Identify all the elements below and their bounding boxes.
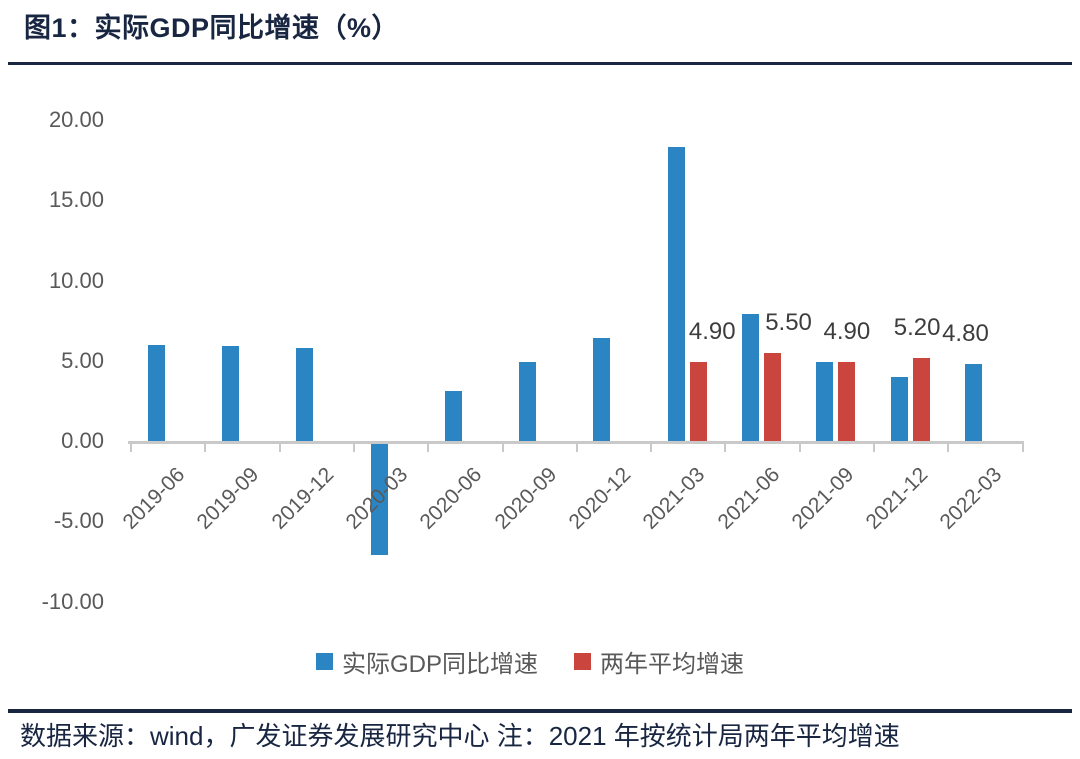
y-axis-label: 20.00 — [48, 107, 104, 132]
x-axis-line — [128, 441, 1024, 444]
x-label-2019-09: 2019-09 — [192, 463, 264, 534]
bar-gdp-2021-09 — [816, 362, 834, 441]
legend-swatch-avg — [574, 653, 592, 670]
axis-tick — [130, 444, 132, 452]
x-label-2019-06: 2019-06 — [118, 463, 190, 534]
x-label-2021-06: 2021-06 — [713, 463, 784, 534]
legend-label-gdp: 实际GDP同比增速 — [342, 651, 539, 678]
axis-tick — [278, 444, 281, 452]
axis-tick — [873, 444, 875, 452]
bar-gdp-2021-03 — [667, 147, 685, 441]
bar-gdp-2019-09 — [221, 346, 239, 441]
legend-label-avg: 两年平均增速 — [600, 651, 745, 678]
bar-gdp-2020-09 — [519, 362, 537, 441]
axis-tick — [204, 444, 207, 452]
bar-gdp-2021-06 — [742, 314, 760, 441]
bar-value-label: 4.90 — [688, 318, 736, 346]
x-label-2019-12: 2019-12 — [267, 463, 339, 534]
legend-swatch-gdp — [316, 653, 333, 670]
y-axis-label: -10.00 — [41, 588, 104, 614]
bar-value-label: 5.20 — [893, 313, 941, 341]
axis-tick — [352, 444, 355, 452]
axis-tick — [947, 444, 950, 452]
axis-tick — [798, 444, 801, 452]
bar-value-label: 4.80 — [942, 319, 989, 347]
bar-avg-2021-09 — [838, 362, 856, 441]
bar-avg-2021-06 — [764, 352, 782, 441]
source-note: 数据来源：wind，广发证券发展研究中心 注：2021 年按统计局两年平均增速 — [20, 721, 900, 751]
bar-gdp-2021-12 — [890, 376, 908, 441]
axis-tick — [1021, 444, 1024, 452]
x-label-2021-12: 2021-12 — [861, 463, 933, 534]
bar-gdp-2022-03 — [964, 363, 982, 441]
legend-item-avg: 两年平均增速 — [574, 644, 744, 679]
chart-legend: 实际GDP同比增速 两年平均增速 — [316, 644, 744, 679]
x-label-2020-09: 2020-09 — [490, 463, 561, 534]
axis-tick — [724, 444, 727, 452]
axis-tick — [575, 444, 578, 452]
title-divider — [8, 62, 1072, 65]
y-axis-label: 5.00 — [61, 347, 104, 373]
x-label-2021-09: 2021-09 — [787, 463, 859, 534]
bar-gdp-2019-12 — [296, 347, 314, 441]
y-axis-label: 10.00 — [48, 267, 104, 293]
bar-avg-2021-12 — [912, 357, 930, 441]
bar-value-label: 5.50 — [765, 308, 812, 336]
axis-tick — [427, 444, 430, 452]
bar-avg-2021-03 — [689, 362, 707, 441]
footer-divider — [8, 709, 1072, 713]
axis-tick — [501, 444, 504, 452]
y-axis-label: -5.00 — [53, 508, 104, 534]
bar-gdp-2020-03 — [370, 444, 388, 555]
x-label-2020-06: 2020-06 — [415, 463, 487, 534]
y-axis-label: 0.00 — [61, 428, 104, 453]
figure-title: 图1：实际GDP同比增速（%） — [24, 13, 400, 43]
x-label-2022-03: 2022-03 — [935, 463, 1007, 534]
x-label-2020-12: 2020-12 — [564, 463, 636, 534]
x-label-2021-03: 2021-03 — [638, 463, 710, 534]
bar-gdp-2020-12 — [593, 338, 611, 441]
bar-gdp-2019-06 — [147, 344, 165, 441]
bar-gdp-2020-06 — [444, 391, 462, 441]
y-axis-label: 15.00 — [48, 187, 104, 213]
legend-item-gdp: 实际GDP同比增速 — [316, 644, 538, 679]
bar-value-label: 4.90 — [823, 318, 871, 346]
axis-tick — [650, 444, 653, 452]
